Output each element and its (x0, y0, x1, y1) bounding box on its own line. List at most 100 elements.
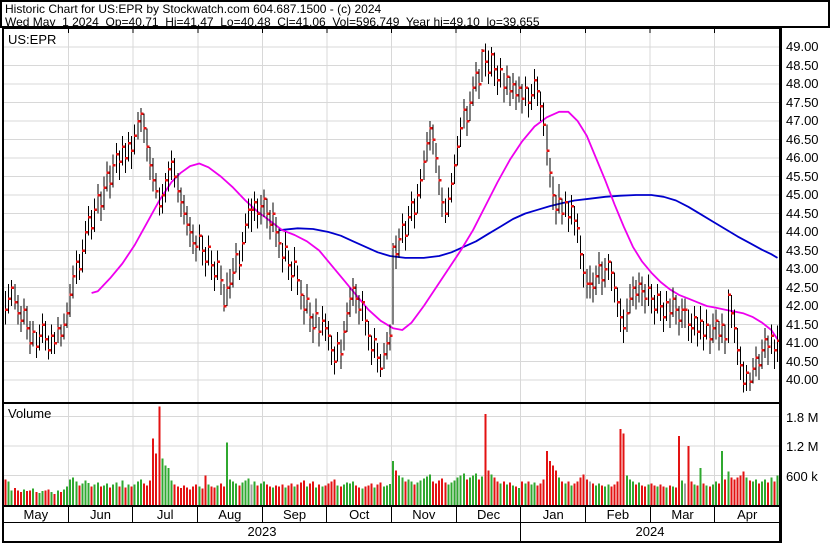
volume-bar (613, 484, 616, 505)
close-tick (697, 330, 701, 334)
volume-bar (124, 487, 127, 505)
volume-bar (551, 465, 554, 505)
volume-bar (721, 450, 724, 505)
volume-bar (478, 479, 481, 505)
volume-bar (727, 471, 730, 505)
volume-bar (195, 484, 198, 505)
close-tick (386, 341, 390, 345)
close-tick (718, 334, 722, 337)
volume-bar (198, 486, 201, 505)
volume-bar (773, 481, 776, 505)
price-axis-label: 44.50 (786, 205, 819, 221)
close-tick (272, 212, 276, 215)
volume-bar (327, 483, 330, 505)
volume-bar (22, 489, 25, 505)
volume-bar (465, 479, 468, 505)
close-tick (69, 293, 73, 297)
volume-bar (367, 485, 370, 505)
volume-bar (754, 479, 757, 505)
volume-bar (662, 486, 665, 505)
volume-bar (767, 482, 770, 505)
volume-bar (81, 483, 84, 505)
volume-bar (634, 484, 637, 505)
ma-fast-line (91, 110, 779, 340)
volume-bar (259, 483, 262, 505)
close-tick (358, 308, 362, 311)
volume-bar (102, 485, 105, 505)
close-tick (134, 134, 138, 138)
volume-bar (139, 479, 142, 505)
close-tick (457, 145, 461, 149)
volume-bar (398, 475, 401, 505)
volume-bar (499, 483, 502, 505)
volume-bar (665, 487, 668, 505)
volume-bar (462, 473, 465, 505)
close-tick (613, 286, 617, 289)
price-axis-label: 45.50 (786, 168, 819, 184)
volume-bar (324, 485, 327, 505)
year-cell: 2023 (4, 523, 521, 541)
volume-bar (453, 480, 456, 505)
volume-bar (733, 479, 736, 505)
close-tick (669, 312, 673, 315)
volume-bar (330, 481, 333, 505)
volume-bar (650, 483, 653, 505)
month-cell: Apr (737, 507, 758, 522)
close-tick (700, 319, 704, 323)
volume-bar (16, 490, 19, 505)
volume-bar (681, 480, 684, 505)
close-tick (454, 164, 458, 167)
volume-axis-label: 1.2 M (786, 439, 819, 454)
volume-bar (133, 484, 136, 505)
volume-bar (379, 482, 382, 505)
month-axis: May Jun Jul Aug Sep Oct Nov Dec Jan Feb Mar Apr (2, 507, 782, 523)
close-tick (91, 227, 95, 230)
volume-bar (567, 481, 570, 505)
volume-bar (290, 483, 293, 505)
volume-bar (339, 486, 342, 505)
close-tick (721, 323, 725, 326)
close-tick (589, 282, 593, 286)
close-tick (475, 71, 479, 75)
close-tick (309, 315, 313, 319)
volume-bar (444, 482, 447, 505)
close-tick (586, 282, 590, 286)
close-tick (564, 201, 568, 204)
close-tick (217, 260, 221, 263)
volume-bar (758, 483, 761, 505)
close-tick (318, 330, 322, 334)
close-tick (324, 326, 328, 330)
volume-axis-label: 600 k (786, 468, 818, 484)
volume-bar (739, 475, 742, 505)
close-tick (398, 238, 402, 241)
volume-bar (44, 490, 47, 505)
volume-bar (561, 481, 564, 505)
volume-bar (7, 481, 10, 505)
close-tick (343, 330, 347, 334)
volume-bar (189, 489, 192, 505)
price-axis-label: 44.00 (786, 224, 819, 239)
volume-bar (641, 485, 644, 505)
volume-bar (450, 482, 453, 505)
close-tick (706, 323, 710, 326)
header-title: Historic Chart for US:EPR by Stockwatch.… (5, 2, 382, 16)
volume-bar (564, 483, 567, 505)
price-axis-label: 46.00 (786, 150, 819, 165)
volume-bar (41, 491, 44, 505)
close-tick (8, 297, 12, 300)
volume-bar (13, 487, 16, 505)
volume-bar (404, 481, 407, 505)
close-tick (291, 275, 295, 278)
volume-bar (345, 482, 348, 505)
volume-bar (416, 482, 419, 505)
close-tick (229, 282, 233, 286)
close-tick (149, 164, 153, 167)
close-tick (346, 312, 350, 315)
volume-bar (296, 484, 299, 505)
volume-bar (490, 474, 493, 505)
price-axis-label: 40.00 (786, 372, 819, 387)
volume-bar (610, 486, 613, 505)
close-tick (284, 245, 288, 249)
close-tick (537, 90, 541, 93)
volume-bar (29, 490, 32, 505)
